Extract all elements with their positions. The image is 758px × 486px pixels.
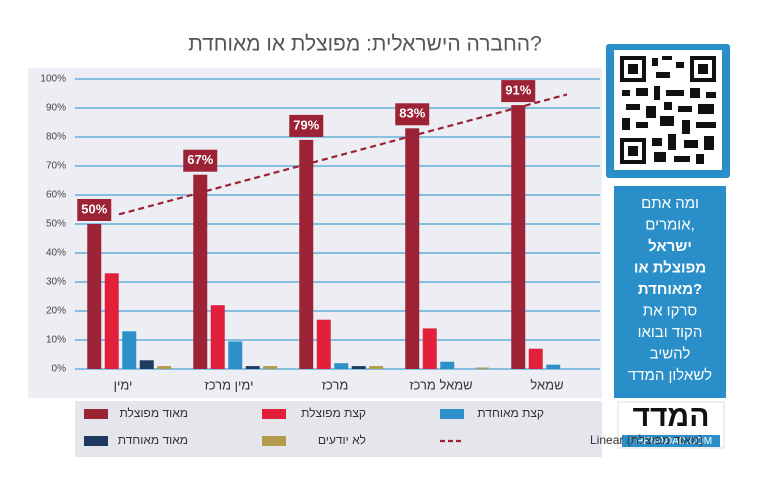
value-label: 79% — [293, 117, 319, 132]
bar — [369, 366, 384, 369]
legend-label: לא יודעים — [318, 433, 366, 447]
bar — [299, 139, 314, 369]
x-tick-label: מרכז — [322, 377, 349, 392]
value-label-box — [77, 199, 112, 221]
bar — [245, 366, 260, 369]
bar — [139, 360, 154, 369]
panel-line: הקוד ובואו — [638, 324, 703, 341]
bar — [546, 364, 561, 369]
legend-label: מאוד מאוחדת — [118, 433, 188, 447]
legend-label: מאוד מפוצלת — [119, 406, 188, 420]
bar — [263, 366, 278, 369]
bar — [334, 363, 349, 369]
bar — [405, 128, 420, 369]
value-label: 50% — [81, 201, 107, 216]
panel-line: מפוצלת או — [634, 259, 706, 276]
bar — [316, 319, 331, 369]
bar — [351, 366, 366, 369]
panel-line: אומרים, — [645, 216, 695, 233]
trendline — [118, 93, 568, 216]
panel-line: להשיב — [650, 345, 691, 362]
y-tick-label: 50% — [46, 219, 66, 230]
legend-label: קצת מאוחדת — [477, 406, 544, 420]
y-tick-label: 90% — [46, 103, 66, 114]
bar — [511, 105, 526, 369]
bar — [228, 341, 243, 369]
logo: המדד — [633, 400, 710, 433]
legend-swatch — [262, 409, 286, 419]
legend-label: קצת מפוצלת — [301, 406, 366, 420]
legend-swatch — [84, 436, 108, 446]
x-tick-label: שמאל מרכז — [409, 377, 472, 392]
legend-background — [75, 401, 602, 457]
panel-line: מאוחדת? — [638, 281, 702, 298]
value-label: 91% — [505, 83, 531, 98]
bar — [104, 273, 119, 369]
bar — [475, 367, 490, 369]
x-tick-label: שמאל — [530, 377, 563, 392]
panel-line: סרקו את — [643, 302, 698, 319]
x-tick-label: ימין — [114, 377, 133, 392]
y-tick-label: 60% — [46, 190, 66, 201]
qr-code — [606, 44, 730, 178]
chart-title: החברה הישראלית: מפוצלת או מאוחדת? — [188, 33, 542, 56]
panel-line: ישראל — [648, 238, 692, 255]
y-tick-label: 70% — [46, 161, 66, 172]
y-tick-label: 10% — [46, 335, 66, 346]
y-tick-label: 20% — [46, 306, 66, 317]
bar — [422, 328, 437, 369]
panel-line: לשאלון המדד — [628, 367, 712, 384]
legend-swatch — [262, 436, 286, 446]
legend-swatch — [84, 409, 108, 419]
logo-strip — [622, 435, 720, 447]
value-label-box — [289, 114, 324, 137]
bar — [440, 361, 455, 369]
value-label-box — [395, 103, 430, 126]
y-tick-label: 30% — [46, 277, 66, 288]
y-tick-label: 0% — [52, 364, 67, 375]
bar — [210, 305, 225, 369]
bar — [122, 331, 137, 369]
bar — [157, 366, 172, 369]
value-label: 67% — [187, 152, 213, 167]
bar — [87, 224, 102, 369]
bar — [193, 174, 208, 369]
y-tick-label: 100% — [40, 74, 66, 85]
panel-text: ומה אתם אומרים, ישראל מפוצלת או מאוחדת? סרקו … — [628, 195, 712, 384]
y-tick-label: 80% — [46, 132, 66, 143]
y-tick-label: 40% — [46, 248, 66, 259]
bar — [528, 348, 543, 369]
value-label: 83% — [399, 106, 425, 121]
panel-background — [614, 186, 726, 398]
value-label-box — [183, 149, 218, 172]
value-label-box — [501, 80, 536, 103]
legend-label: (מאוד מפוצלת) Linear — [590, 433, 703, 447]
x-tick-label: ימין מרכז — [205, 377, 254, 392]
legend-swatch — [440, 409, 464, 419]
logo-url: THEMADAD.COM — [630, 436, 712, 447]
panel-line: ומה אתם — [641, 195, 699, 212]
